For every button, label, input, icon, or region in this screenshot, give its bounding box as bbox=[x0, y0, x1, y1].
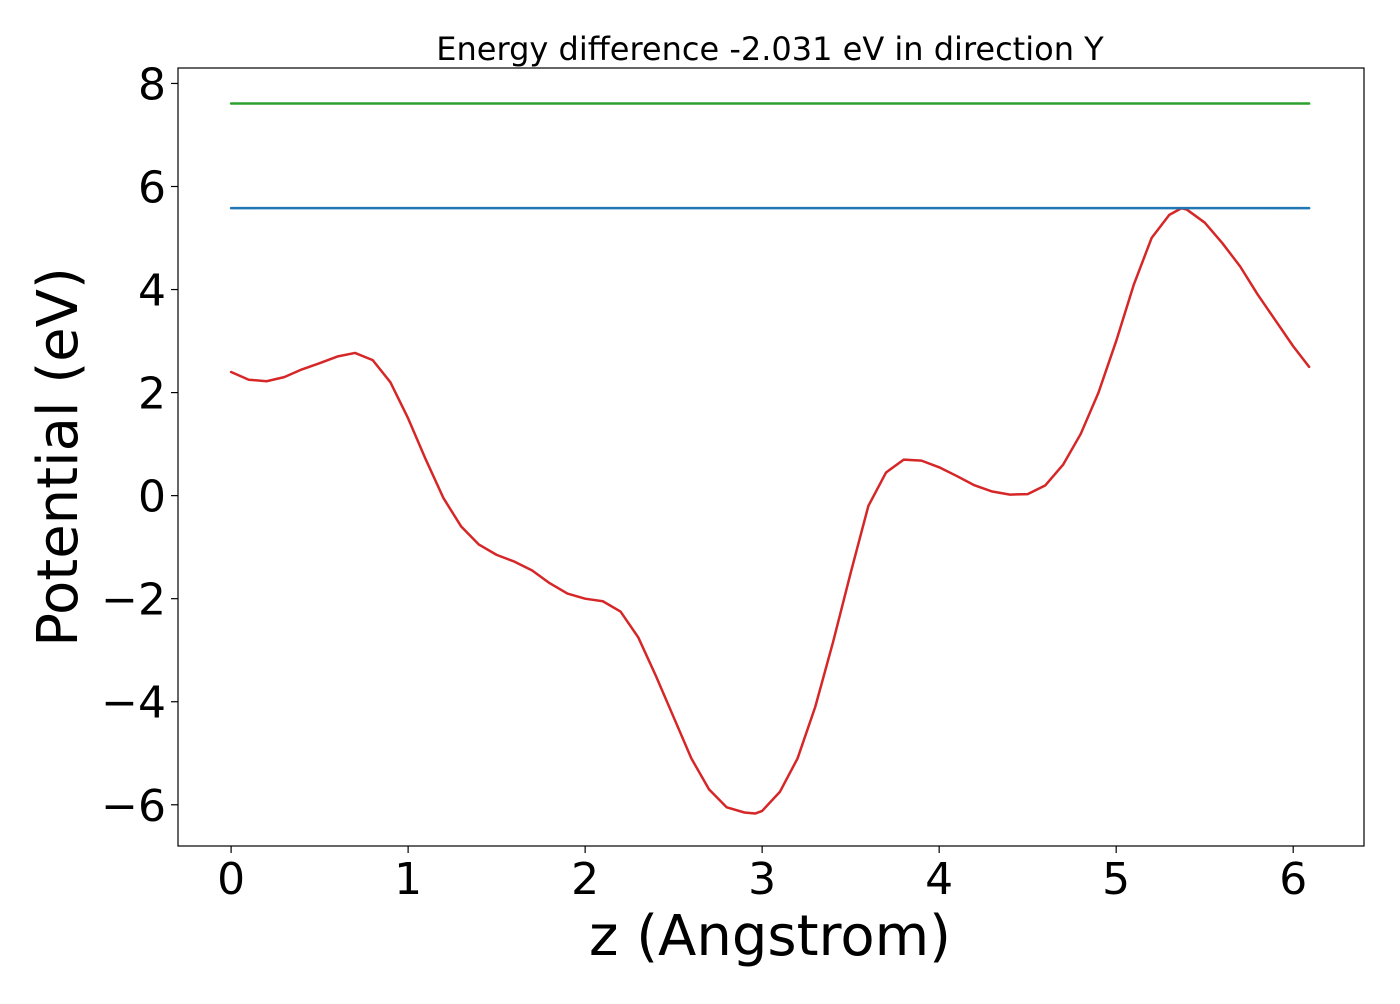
series-line-0 bbox=[229, 206, 1311, 815]
y-axis-ticks: −6 −4 −2 0 2 4 6 8 bbox=[101, 59, 178, 832]
x-axis-label: z (Angstrom) bbox=[589, 904, 951, 969]
y-tick-label: 0 bbox=[138, 472, 166, 523]
plot-series-group bbox=[229, 102, 1311, 815]
y-tick-label: 4 bbox=[138, 266, 166, 317]
x-tick-label: 6 bbox=[1279, 854, 1307, 905]
plot-frame bbox=[177, 67, 1365, 847]
y-axis-label: Potential (eV) bbox=[26, 267, 91, 647]
x-tick-label: 4 bbox=[925, 854, 953, 905]
y-tick-label: 6 bbox=[138, 163, 166, 214]
x-tick-label: 1 bbox=[394, 854, 422, 905]
x-axis-ticks: 0 1 2 3 4 5 6 bbox=[217, 846, 1307, 905]
x-tick-label: 3 bbox=[748, 854, 776, 905]
y-tick-label: 2 bbox=[138, 369, 166, 420]
y-tick-label: −4 bbox=[101, 678, 166, 729]
x-tick-label: 5 bbox=[1102, 854, 1130, 905]
x-tick-label: 2 bbox=[571, 854, 599, 905]
y-tick-label: 8 bbox=[138, 59, 166, 110]
y-tick-label: −2 bbox=[101, 575, 166, 626]
x-tick-label: 0 bbox=[217, 854, 245, 905]
chart-title: Energy difference -2.031 eV in direction… bbox=[436, 30, 1104, 68]
y-tick-label: −6 bbox=[101, 781, 166, 832]
